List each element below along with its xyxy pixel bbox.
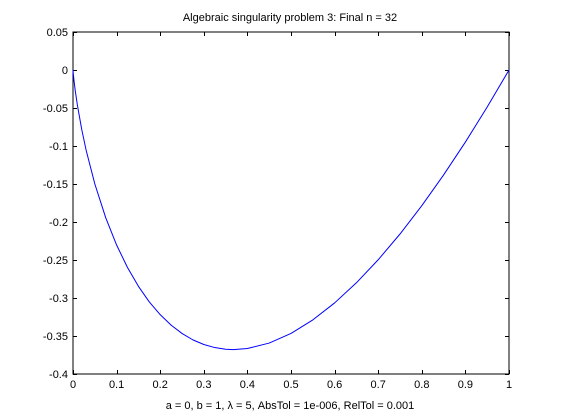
y-tick-label: 0.05 [47,27,68,39]
y-tick-label: -0.3 [49,293,68,305]
series-line [72,69,510,351]
y-tick-label: -0.2 [49,217,68,229]
x-tick-label: 0.5 [283,379,298,391]
x-axis-label: a = 0, b = 1, λ = 5, AbsTol = 1e-006, Re… [166,400,415,412]
x-tick-label: 0.4 [240,379,255,391]
x-tick-label: 0.2 [153,379,168,391]
x-tick-label: 0.7 [371,379,386,391]
axes-box [72,31,510,375]
y-tick-label: 0 [62,65,68,77]
x-tick-label: 1 [506,379,512,391]
chart-title: Algebraic singularity problem 3: Final n… [183,12,397,24]
x-tick-label: 0.6 [327,379,342,391]
x-tick-label: 0.1 [109,379,124,391]
x-tick-label: 0.3 [196,379,211,391]
y-tick-label: -0.35 [43,331,68,343]
y-tick-label: -0.15 [43,179,68,191]
x-tick-label: 0.9 [458,379,473,391]
plot-area: 0 0.1 0.2 0.3 0.4 0.5 0.6 0.7 0.8 0.9 1 0.05 0 -0.05 -… [43,27,512,391]
y-tick-label: -0.1 [49,141,68,153]
y-tick-label: -0.05 [43,103,68,115]
x-tick-label: 0 [70,379,76,391]
y-tick-label: -0.4 [49,369,68,381]
x-tick-label: 0.8 [414,379,429,391]
y-tick-label: -0.25 [43,255,68,267]
